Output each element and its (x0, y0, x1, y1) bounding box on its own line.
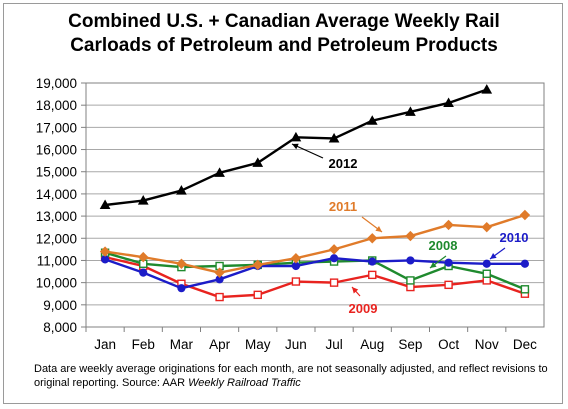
chart-title-line1: Combined U.S. + Canadian Average Weekly … (68, 11, 500, 32)
x-tick-label: Jun (285, 337, 307, 352)
data-point-2011 (138, 251, 149, 263)
data-point-2010 (291, 261, 301, 271)
annotation-arrowhead-2009 (352, 287, 359, 294)
data-point-2012 (214, 167, 225, 177)
x-tick-label: May (245, 337, 271, 352)
annotation-label-2010: 2010 (500, 230, 529, 245)
data-point-2011 (481, 221, 492, 233)
x-tick-label: Sep (398, 337, 422, 352)
series-line-2009 (104, 255, 526, 299)
data-point-2009 (482, 276, 491, 285)
data-point-2008 (406, 276, 415, 285)
y-tick-label: 12,000 (36, 231, 77, 246)
data-point-2012 (176, 185, 187, 195)
annotation-arrowhead-2011 (375, 226, 382, 232)
footnote-text: Data are weekly average originations for… (34, 363, 548, 389)
x-tick-label: Jul (325, 337, 342, 352)
data-point-2011 (214, 267, 225, 278)
data-point-2012 (481, 84, 493, 94)
annotation-label-2009: 2009 (349, 301, 378, 316)
chart-title: Combined U.S. + Canadian Average Weekly … (0, 10, 568, 58)
x-tick-label: Jan (94, 337, 116, 352)
data-point-2010 (139, 268, 148, 277)
data-point-2010 (368, 257, 377, 266)
y-tick-label: 18,000 (36, 98, 77, 113)
data-point-2012 (252, 157, 264, 167)
data-point-2011 (367, 233, 378, 244)
annotation-label-2011: 2011 (329, 199, 357, 214)
data-point-2009 (253, 290, 262, 300)
y-tick-label: 19,000 (36, 76, 77, 91)
data-point-2011 (443, 219, 454, 231)
footnote-source: Weekly Railroad Traffic (188, 377, 301, 389)
data-point-2009 (329, 278, 339, 287)
data-point-2012 (328, 132, 340, 143)
data-point-2012 (366, 115, 378, 125)
data-point-2009 (291, 277, 301, 286)
annotation-label-2008: 2008 (429, 238, 458, 253)
y-tick-label: 11,000 (37, 253, 77, 268)
data-point-2012 (405, 106, 416, 116)
data-point-2012 (137, 195, 149, 205)
plot-area (86, 83, 544, 327)
data-point-2010 (444, 258, 453, 267)
x-tick-label: Aug (360, 337, 384, 352)
data-point-2010 (406, 256, 415, 265)
data-point-2012 (290, 131, 302, 142)
y-tick-label: 9,000 (43, 298, 77, 313)
data-point-2009 (215, 292, 224, 302)
data-point-2010 (177, 284, 186, 293)
annotation-arrowhead-2008 (430, 262, 437, 268)
annotation-label-2012: 2012 (329, 156, 358, 171)
y-tick-label: 17,000 (36, 120, 77, 135)
x-tick-label: Dec (513, 337, 537, 352)
data-point-2012 (443, 97, 454, 107)
x-tick-label: Oct (438, 337, 459, 352)
data-point-2010 (482, 259, 491, 268)
data-point-2011 (328, 244, 340, 255)
data-point-2010 (100, 255, 110, 264)
annotation-arrowhead-2012 (292, 143, 299, 150)
data-point-2011 (99, 246, 111, 257)
data-point-2010 (329, 254, 339, 263)
chart-title-line2: Carloads of Petroleum and Petroleum Prod… (70, 35, 498, 56)
footnote: Data are weekly average originations for… (34, 362, 554, 390)
series-line-2010 (104, 257, 525, 290)
data-point-2009 (406, 282, 415, 292)
data-point-2010 (520, 259, 530, 268)
data-point-2011 (252, 259, 263, 271)
data-point-2011 (176, 258, 187, 269)
x-tick-label: Mar (170, 337, 194, 352)
y-tick-label: 8,000 (43, 320, 77, 335)
data-point-2008 (482, 269, 491, 278)
data-point-2009 (444, 280, 453, 290)
data-point-2011 (290, 253, 302, 264)
annotation-arrowhead-2010 (490, 253, 497, 259)
data-point-2011 (519, 209, 531, 221)
x-tick-label: Apr (209, 337, 231, 352)
y-tick-label: 14,000 (36, 187, 77, 202)
data-point-2011 (405, 230, 416, 242)
x-tick-label: Nov (475, 337, 499, 352)
data-point-2008 (520, 285, 530, 294)
series-line-2011 (104, 213, 526, 274)
y-tick-label: 13,000 (36, 209, 77, 224)
y-tick-label: 10,000 (36, 276, 77, 291)
x-tick-label: Feb (132, 337, 155, 352)
y-tick-label: 16,000 (36, 143, 77, 158)
data-point-2009 (368, 270, 377, 280)
data-point-2012 (99, 199, 111, 209)
y-tick-label: 15,000 (36, 165, 77, 180)
